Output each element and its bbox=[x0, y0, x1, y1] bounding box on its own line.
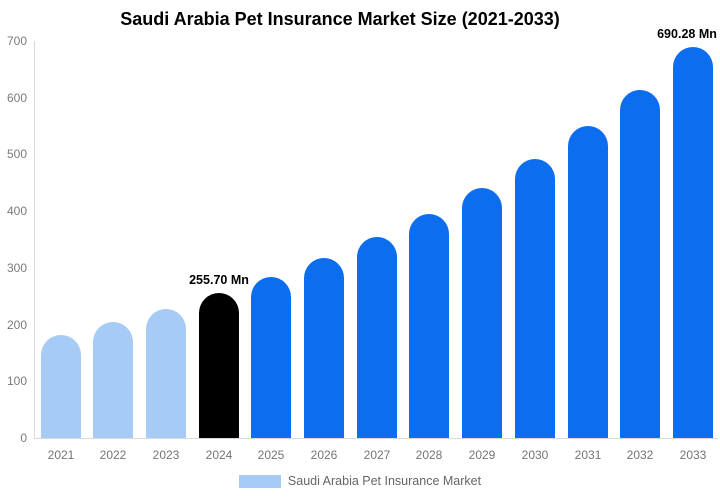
x-tick-label-2025: 2025 bbox=[257, 448, 285, 462]
bar-2028[interactable] bbox=[409, 214, 449, 438]
bar-2022[interactable] bbox=[93, 322, 133, 438]
x-tick-label-2029: 2029 bbox=[468, 448, 496, 462]
bar-2025[interactable] bbox=[251, 277, 291, 438]
x-tick-label-2033: 2033 bbox=[679, 448, 707, 462]
legend-swatch bbox=[238, 474, 281, 488]
x-tick-label-2024: 2024 bbox=[205, 448, 233, 462]
bar-2029[interactable] bbox=[462, 188, 502, 438]
bar-2030[interactable] bbox=[515, 159, 555, 438]
y-tick-label-200: 200 bbox=[6, 318, 27, 332]
y-tick-label-700: 700 bbox=[6, 34, 27, 48]
y-tick-label-500: 500 bbox=[6, 147, 27, 161]
legend[interactable]: Saudi Arabia Pet Insurance Market bbox=[0, 473, 720, 489]
x-tick-label-2032: 2032 bbox=[626, 448, 654, 462]
bar-2026[interactable] bbox=[304, 258, 344, 438]
bar-2027[interactable] bbox=[357, 237, 397, 438]
bar-2033[interactable] bbox=[673, 47, 713, 438]
x-tick-label-2030: 2030 bbox=[521, 448, 549, 462]
x-tick-label-2028: 2028 bbox=[415, 448, 443, 462]
y-axis-line bbox=[34, 41, 35, 439]
legend-label: Saudi Arabia Pet Insurance Market bbox=[287, 474, 482, 488]
x-tick-label-2027: 2027 bbox=[363, 448, 391, 462]
x-tick-label-2023: 2023 bbox=[152, 448, 180, 462]
bar-2021[interactable] bbox=[41, 335, 81, 438]
x-tick-label-2021: 2021 bbox=[47, 448, 75, 462]
y-tick-label-400: 400 bbox=[6, 204, 27, 218]
y-tick-label-0: 0 bbox=[20, 431, 27, 445]
data-label-2024: 255.70 Mn bbox=[189, 273, 249, 287]
bar-2031[interactable] bbox=[568, 126, 608, 438]
bar-2024[interactable] bbox=[199, 293, 239, 438]
chart-title: Saudi Arabia Pet Insurance Market Size (… bbox=[120, 9, 560, 29]
bar-2023[interactable] bbox=[146, 309, 186, 438]
y-tick-label-100: 100 bbox=[6, 374, 27, 388]
x-tick-label-2031: 2031 bbox=[574, 448, 602, 462]
x-tick-label-2022: 2022 bbox=[99, 448, 127, 462]
y-tick-label-300: 300 bbox=[6, 261, 27, 275]
x-tick-label-2026: 2026 bbox=[310, 448, 338, 462]
x-axis-line bbox=[34, 438, 718, 439]
bar-2032[interactable] bbox=[620, 90, 660, 438]
y-tick-label-600: 600 bbox=[6, 91, 27, 105]
data-label-2033: 690.28 Mn bbox=[657, 27, 717, 41]
